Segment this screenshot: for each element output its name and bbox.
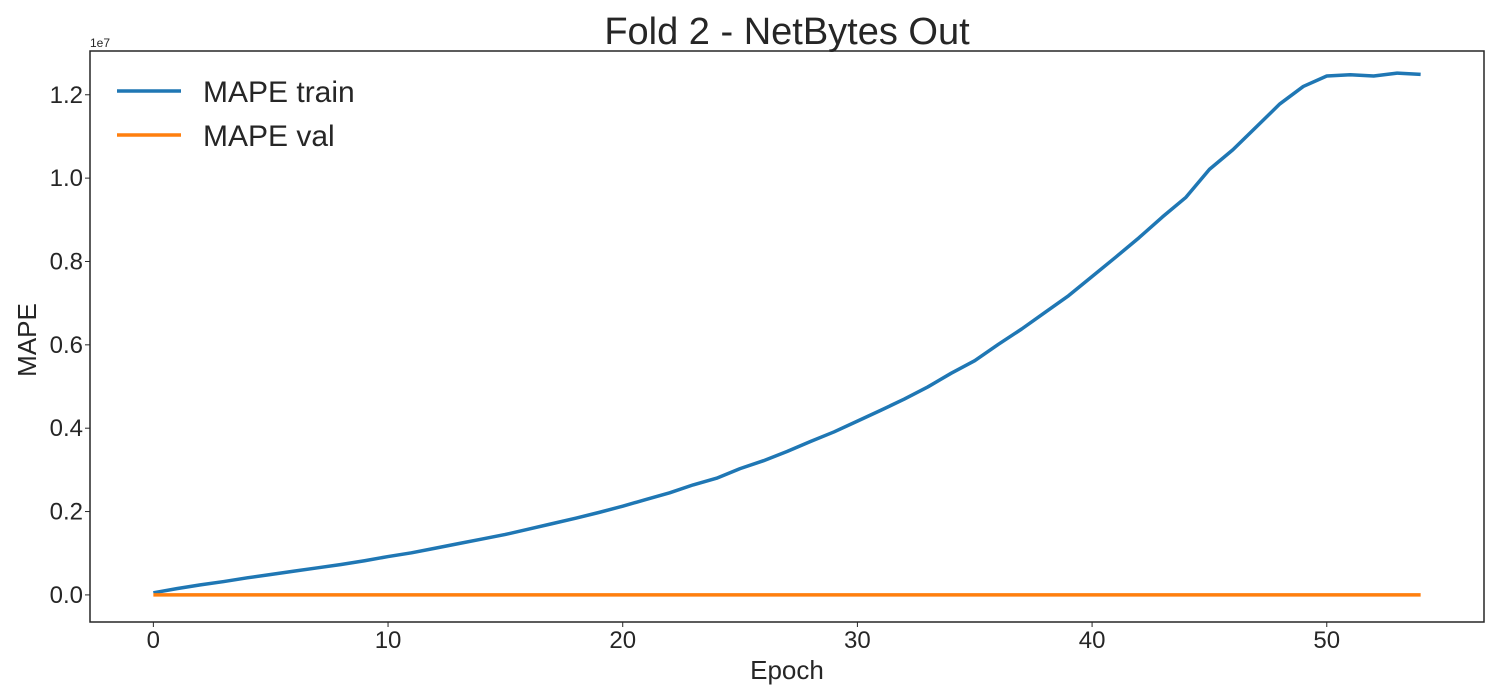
- y-tick-label: 0.8: [50, 248, 83, 275]
- series-line-mape-train: [153, 71, 1421, 595]
- x-tick-label: 40: [1079, 627, 1106, 654]
- plot-area: [153, 71, 1421, 597]
- y-tick-label: 0.6: [50, 332, 83, 359]
- x-tick-label: 30: [844, 627, 871, 654]
- x-axis-label: Epoch: [750, 655, 824, 685]
- chart-title: Fold 2 - NetBytes Out: [604, 11, 970, 53]
- legend-label: MAPE train: [203, 76, 355, 109]
- x-tick-label: 50: [1313, 627, 1340, 654]
- y-tick-label: 0.0: [50, 582, 83, 609]
- legend-label: MAPE val: [203, 120, 335, 153]
- y-tick-label: 1.0: [50, 165, 83, 192]
- y-tick-label: 0.4: [50, 415, 83, 442]
- legend: MAPE train MAPE val: [117, 76, 355, 153]
- x-tick-label: 0: [147, 627, 160, 654]
- y-tick-label: 0.2: [50, 499, 83, 526]
- x-tick-label: 10: [375, 627, 402, 654]
- y-tick-label: 1.2: [50, 82, 83, 109]
- x-tick-label: 20: [609, 627, 636, 654]
- plot-frame: [89, 50, 1485, 623]
- y-axis-label: MAPE: [12, 303, 42, 377]
- y-axis-multiplier: 1e7: [90, 36, 110, 50]
